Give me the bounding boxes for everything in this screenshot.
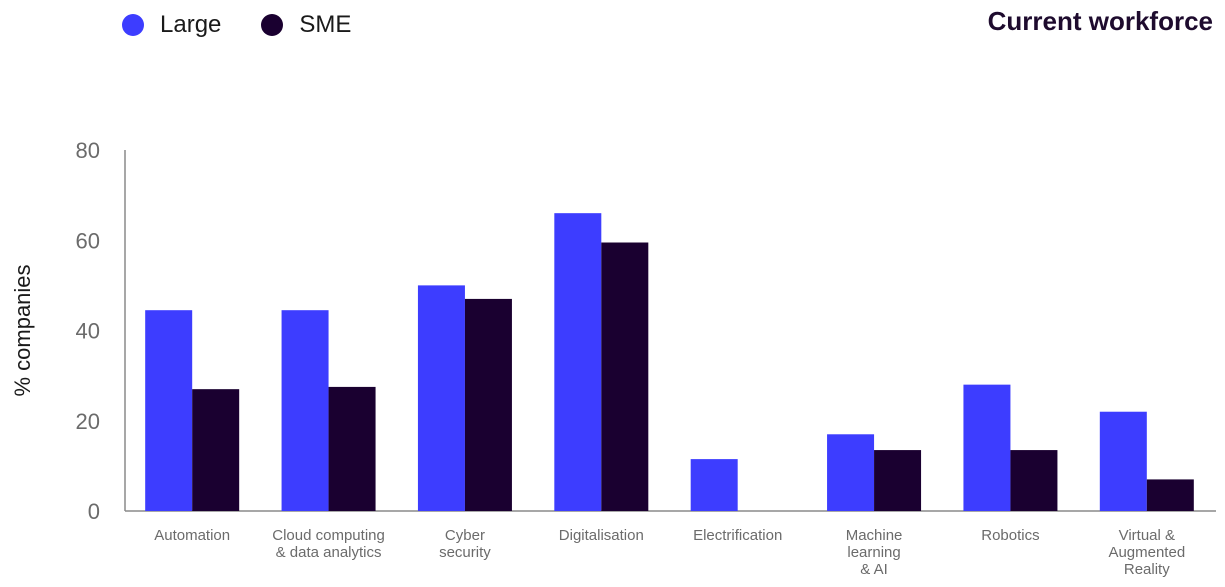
legend-swatch-sme — [261, 14, 284, 36]
bar-sme — [192, 389, 240, 511]
x-tick-label-line: Cloud computing — [272, 527, 385, 544]
legend-item-large: Large — [122, 11, 221, 39]
y-tick-label: 60 — [76, 228, 100, 253]
chart-title: Current workforce — [987, 6, 1213, 36]
x-tick-label: Robotics — [981, 527, 1039, 544]
bar-sme — [874, 450, 922, 511]
x-tick-label-line: Augmented — [1108, 544, 1185, 561]
legend-swatch-large — [122, 14, 144, 36]
x-tick-label-line: Cyber — [445, 527, 485, 544]
bar-sme — [1010, 450, 1058, 511]
x-tick-label-line: Machine — [846, 527, 903, 544]
y-axis-label: % companies — [10, 264, 35, 396]
x-tick-label: Electrification — [693, 527, 782, 544]
x-tick-label-line: Electrification — [693, 527, 782, 544]
bar-large — [417, 285, 465, 511]
bar-sme — [1146, 479, 1194, 511]
legend-item-sme: SME — [261, 11, 351, 39]
bar-large — [145, 310, 193, 511]
y-tick-label: 20 — [76, 409, 100, 434]
x-tick-label-line: Virtual & — [1119, 527, 1175, 544]
bar-large — [554, 213, 602, 512]
legend-label-large: Large — [160, 11, 222, 38]
y-tick-label: 80 — [76, 138, 100, 163]
legend-label-sme: SME — [299, 11, 352, 38]
x-tick-label-line: Automation — [154, 527, 230, 544]
x-tick-label: Virtual & Augmented Reality — [1108, 527, 1185, 578]
x-tick-label-line: Robotics — [981, 527, 1039, 544]
x-tick-label-line: Digitalisation — [559, 527, 644, 544]
bar-sme — [601, 242, 649, 511]
y-tick-label: 40 — [76, 319, 100, 344]
bar-large — [690, 459, 738, 511]
bar-sme — [464, 298, 512, 511]
x-tick-label: Automation — [154, 527, 230, 544]
x-tick-label-line: learning — [847, 544, 900, 561]
x-tick-label: Machine learning & AI — [846, 527, 903, 578]
x-tick-label: Cloud computing & data analytics — [272, 527, 385, 561]
bar-sme — [328, 386, 376, 511]
bar-large — [963, 384, 1011, 511]
x-tick-label: Cyber security — [439, 527, 491, 561]
y-tick-label: 0 — [88, 499, 100, 524]
bar-large — [1099, 411, 1147, 511]
x-tick-label: Digitalisation — [559, 527, 644, 544]
bar-large — [281, 310, 329, 511]
x-tick-label-line: & data analytics — [276, 544, 382, 561]
x-tick-label-line: & AI — [860, 561, 888, 578]
bar-large — [827, 434, 875, 511]
x-tick-label-line: security — [439, 544, 491, 561]
chart-legend: Large SME — [122, 10, 391, 40]
x-tick-label-line: Reality — [1124, 561, 1170, 578]
